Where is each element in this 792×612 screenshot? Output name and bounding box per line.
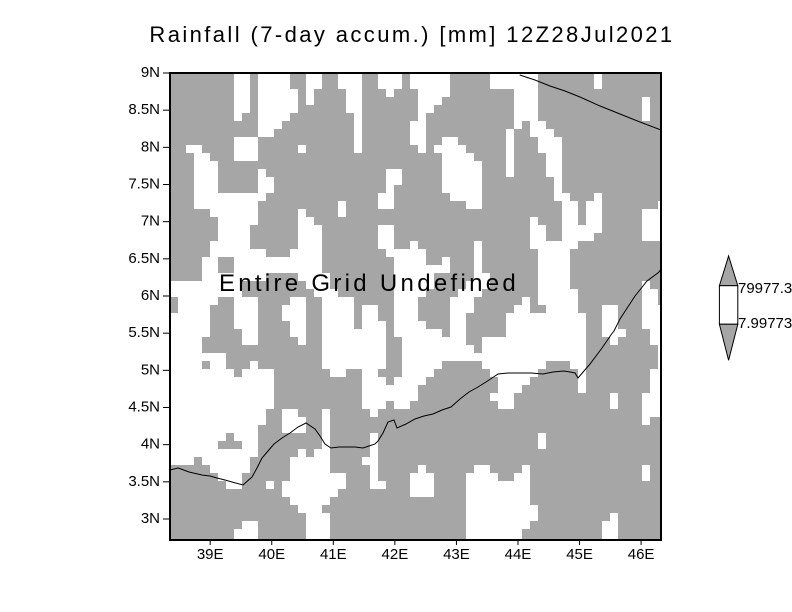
svg-text:6.5N: 6.5N	[128, 250, 160, 267]
svg-text:5.5N: 5.5N	[128, 324, 160, 341]
svg-text:Entire Grid Undefined: Entire Grid Undefined	[219, 270, 519, 297]
svg-text:40E: 40E	[258, 546, 285, 563]
svg-text:42E: 42E	[382, 546, 409, 563]
svg-text:4N: 4N	[141, 436, 160, 453]
svg-text:41E: 41E	[320, 546, 347, 563]
svg-text:9N: 9N	[141, 64, 160, 81]
svg-text:4.5N: 4.5N	[128, 399, 160, 416]
svg-text:45E: 45E	[566, 546, 593, 563]
svg-text:7.99773: 7.99773	[738, 315, 792, 332]
svg-text:43E: 43E	[443, 546, 470, 563]
svg-text:7N: 7N	[141, 213, 160, 230]
svg-text:79977.3: 79977.3	[738, 280, 792, 297]
svg-text:5N: 5N	[141, 361, 160, 378]
svg-text:7.5N: 7.5N	[128, 176, 160, 193]
svg-text:6N: 6N	[141, 287, 160, 304]
svg-text:8.5N: 8.5N	[128, 101, 160, 118]
svg-text:Rainfall (7-day accum.) [mm] 1: Rainfall (7-day accum.) [mm] 12Z28Jul202…	[149, 22, 674, 47]
svg-text:8N: 8N	[141, 138, 160, 155]
svg-text:39E: 39E	[197, 546, 224, 563]
svg-text:46E: 46E	[628, 546, 655, 563]
svg-text:3.5N: 3.5N	[128, 473, 160, 490]
svg-text:44E: 44E	[505, 546, 532, 563]
svg-text:3N: 3N	[141, 510, 160, 527]
